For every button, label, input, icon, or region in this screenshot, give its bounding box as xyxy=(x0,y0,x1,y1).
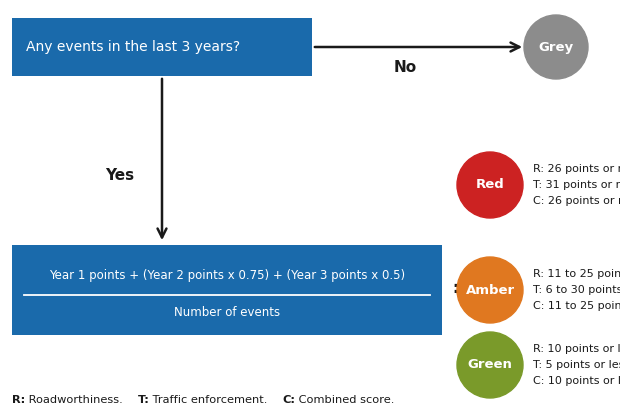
Text: Amber: Amber xyxy=(466,283,515,297)
Circle shape xyxy=(524,15,588,79)
Text: T: 31 points or more: T: 31 points or more xyxy=(533,180,620,190)
Text: T: 5 points or less: T: 5 points or less xyxy=(533,360,620,370)
Text: C: 11 to 25 points: C: 11 to 25 points xyxy=(533,301,620,311)
FancyBboxPatch shape xyxy=(12,245,442,335)
Text: Red: Red xyxy=(476,178,505,192)
Text: T: 6 to 30 points: T: 6 to 30 points xyxy=(533,285,620,295)
Text: Number of events: Number of events xyxy=(174,306,280,320)
Circle shape xyxy=(457,152,523,218)
Text: R: 11 to 25 points: R: 11 to 25 points xyxy=(533,269,620,279)
Text: No: No xyxy=(394,60,417,76)
Text: R: 26 points or more: R: 26 points or more xyxy=(533,164,620,174)
Text: C: 10 points or less: C: 10 points or less xyxy=(533,376,620,386)
Text: R: 10 points or less: R: 10 points or less xyxy=(533,344,620,354)
Text: Yes: Yes xyxy=(105,168,135,183)
FancyBboxPatch shape xyxy=(12,18,312,76)
Text: =: = xyxy=(451,278,472,302)
Text: T:: T: xyxy=(138,395,149,405)
Text: Green: Green xyxy=(467,358,513,372)
Text: Combined score.: Combined score. xyxy=(295,395,394,405)
Text: C:: C: xyxy=(282,395,295,405)
Text: Traffic enforcement.: Traffic enforcement. xyxy=(149,395,282,405)
Text: C: 26 points or more: C: 26 points or more xyxy=(533,196,620,206)
Text: Grey: Grey xyxy=(538,40,574,54)
Text: R:: R: xyxy=(12,395,25,405)
Circle shape xyxy=(457,332,523,398)
Text: Any events in the last 3 years?: Any events in the last 3 years? xyxy=(26,40,240,54)
Circle shape xyxy=(457,257,523,323)
Text: Roadworthiness.: Roadworthiness. xyxy=(25,395,138,405)
Text: Year 1 points + (Year 2 points x 0.75) + (Year 3 points x 0.5): Year 1 points + (Year 2 points x 0.75) +… xyxy=(49,268,405,282)
